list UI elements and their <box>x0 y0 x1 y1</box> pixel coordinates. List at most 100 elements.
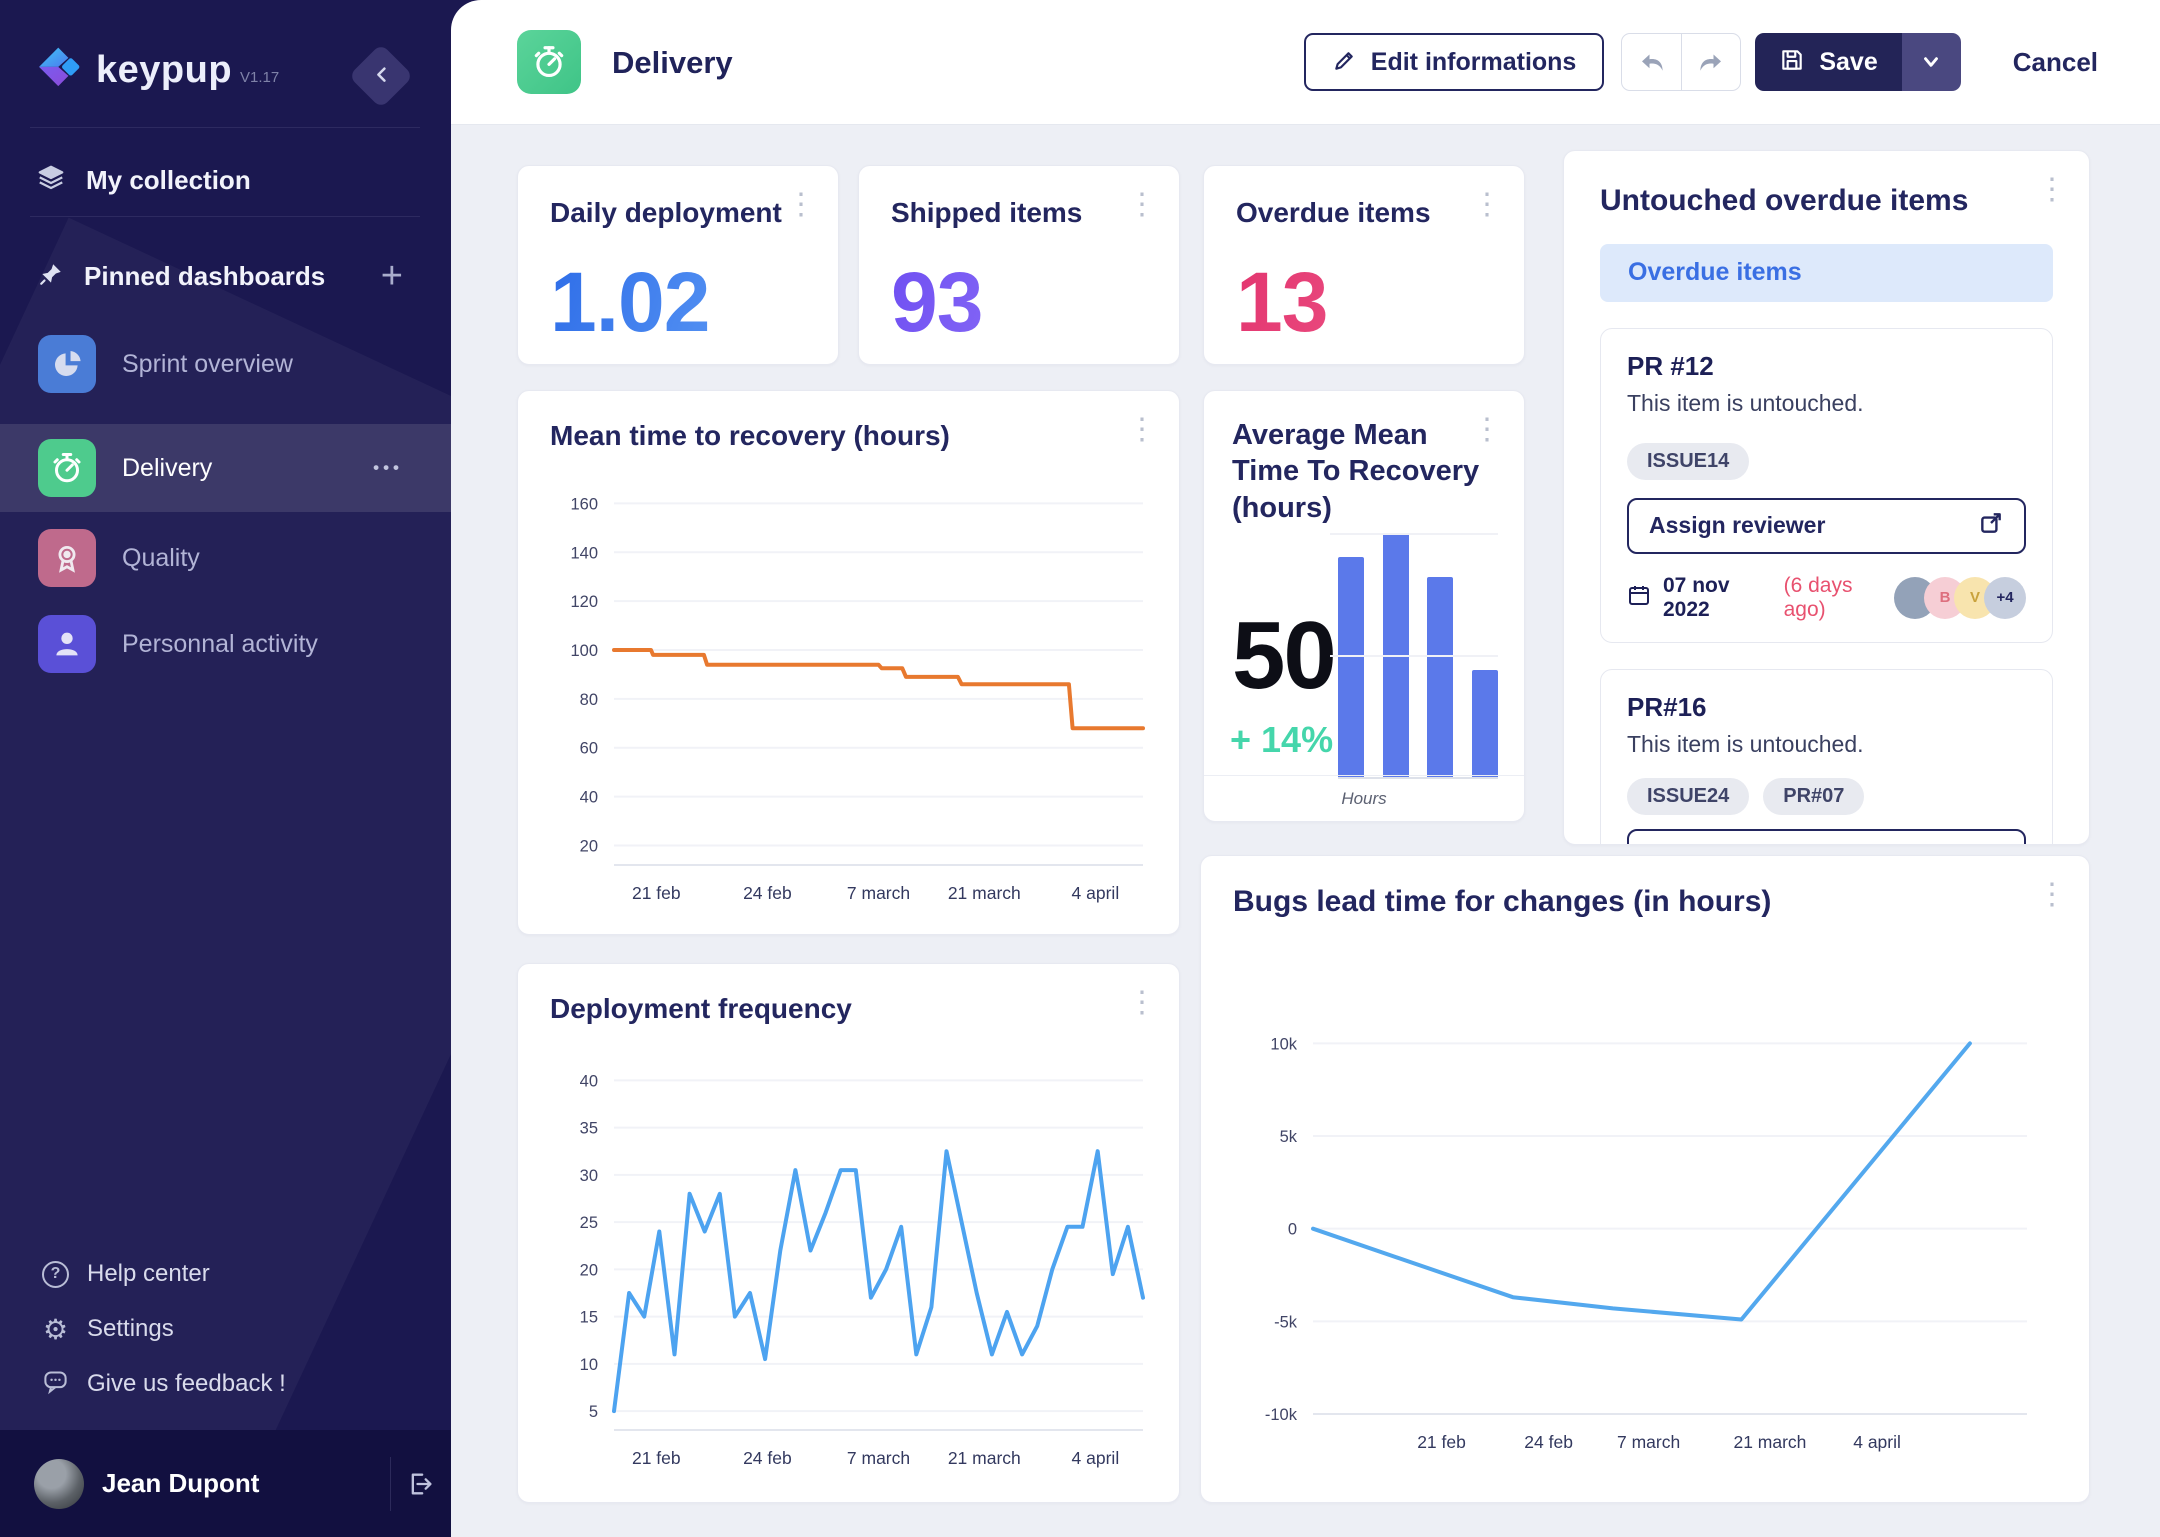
sidebar-item-label: Delivery <box>122 453 213 482</box>
sidebar-item-delivery[interactable]: Delivery ••• <box>0 424 451 512</box>
sidebar-item-quality[interactable]: Quality <box>0 514 451 602</box>
svg-text:4 april: 4 april <box>1072 883 1120 903</box>
due-date: 07 nov 2022 <box>1663 573 1730 621</box>
svg-text:5: 5 <box>589 1403 598 1421</box>
kpi-value: 1.02 <box>550 254 806 351</box>
tag-chip[interactable]: PR#07 <box>1763 777 1865 815</box>
user-name: Jean Dupont <box>102 1468 260 1498</box>
kpi-title: Overdue items <box>1236 197 1431 228</box>
pin-icon <box>38 261 64 292</box>
mean-time-to-recovery-chart: 160 140 120 100 80 60 40 20 21 feb 24 feb 7 march 2… <box>570 495 1145 903</box>
tag-chip[interactable]: ISSUE14 <box>1627 442 1750 480</box>
help-center-label: Help center <box>87 1260 210 1287</box>
svg-text:40: 40 <box>580 789 598 807</box>
kpi-card-daily-deployment: Daily deployment ⋮ 1.02 <box>517 165 839 365</box>
save-split-button: Save <box>1755 33 1961 91</box>
assign-reviewer-button[interactable]: Assign reviewer <box>1627 497 2026 554</box>
avatar-stack: B V +4 <box>1894 576 2026 619</box>
gear-icon: ⚙ <box>42 1313 69 1345</box>
sidebar-item-my-collection[interactable]: My collection <box>0 152 451 208</box>
pie-chart-icon <box>38 335 96 393</box>
save-icon <box>1779 47 1805 78</box>
logout-button[interactable] <box>391 1470 451 1498</box>
sidebar-collapse-button[interactable] <box>348 43 414 109</box>
pr-subtitle: This item is untouched. <box>1627 730 1864 757</box>
chart-title: Deployment frequency <box>550 993 852 1024</box>
pencil-icon <box>1332 47 1358 78</box>
svg-text:60: 60 <box>580 740 598 758</box>
sidebar-section-pinned-dashboards[interactable]: Pinned dashboards + <box>0 246 451 306</box>
svg-text:40: 40 <box>580 1072 598 1090</box>
svg-text:21 march: 21 march <box>948 883 1021 903</box>
feedback-link[interactable]: Give us feedback ! <box>42 1362 286 1406</box>
user-avatar[interactable] <box>34 1458 84 1509</box>
average-mttr-card: Average Mean Time To Recovery (hours) ⋮ … <box>1203 390 1525 822</box>
svg-text:20: 20 <box>580 1261 598 1279</box>
svg-text:30: 30 <box>580 1167 598 1185</box>
add-dashboard-button[interactable]: + <box>380 254 403 297</box>
sidebar-item-label: Sprint overview <box>122 349 293 378</box>
svg-text:7 march: 7 march <box>1617 1432 1680 1452</box>
kebab-menu-icon[interactable]: ⋮ <box>2037 173 2067 206</box>
divider <box>30 127 420 128</box>
svg-text:140: 140 <box>570 544 598 562</box>
svg-text:21 march: 21 march <box>1733 1432 1806 1452</box>
svg-text:120: 120 <box>570 593 598 611</box>
kebab-menu-icon[interactable]: ⋮ <box>1472 413 1502 446</box>
kebab-menu-icon[interactable]: ⋮ <box>1127 413 1157 446</box>
untouched-overdue-items-panel: Untouched overdue items ⋮ Overdue items … <box>1563 150 2090 845</box>
stopwatch-icon <box>38 439 96 497</box>
chat-bubble-icon <box>42 1368 69 1400</box>
avatar[interactable]: +4 <box>1984 576 2026 619</box>
item-menu-icon[interactable]: ••• <box>373 458 403 477</box>
svg-text:24 feb: 24 feb <box>743 1448 792 1468</box>
settings-link[interactable]: ⚙ Settings <box>42 1307 174 1351</box>
cancel-button[interactable]: Cancel <box>2012 46 2098 77</box>
redo-button[interactable] <box>1681 34 1740 90</box>
user-footer: Jean Dupont <box>0 1430 451 1537</box>
assign-reviewer-label: Assign reviewer <box>1649 843 1825 844</box>
feedback-label: Give us feedback ! <box>87 1370 286 1397</box>
svg-text:160: 160 <box>570 495 598 513</box>
help-center-link[interactable]: ? Help center <box>42 1252 210 1296</box>
calendar-icon <box>1627 583 1651 612</box>
svg-text:-5k: -5k <box>1274 1313 1298 1331</box>
svg-text:25: 25 <box>580 1214 598 1232</box>
svg-text:21 feb: 21 feb <box>632 1448 681 1468</box>
svg-text:21 feb: 21 feb <box>1417 1432 1466 1452</box>
sidebar: keypup V1.17 My collection Pinned dashbo… <box>0 0 451 1537</box>
svg-text:-10k: -10k <box>1265 1406 1298 1424</box>
kebab-menu-icon[interactable]: ⋮ <box>1127 188 1157 221</box>
main-area: Delivery Edit informations <box>451 0 2160 1537</box>
overdue-item-card: PR #12 This item is untouched. ISSUE14 A… <box>1600 327 2053 643</box>
svg-text:7 march: 7 march <box>847 883 910 903</box>
sidebar-item-label: Quality <box>122 543 200 572</box>
svg-text:100: 100 <box>570 642 598 660</box>
kebab-menu-icon[interactable]: ⋮ <box>786 188 816 221</box>
mean-time-to-recovery-card: Mean time to recovery (hours) ⋮ 160 140 12… <box>517 390 1180 935</box>
sidebar-item-label: Personnal activity <box>122 629 318 658</box>
divider <box>390 1456 391 1511</box>
assign-reviewer-button[interactable]: Assign reviewer <box>1627 828 2026 844</box>
sidebar-item-personnal-activity[interactable]: Personnal activity <box>0 600 451 688</box>
edit-informations-button[interactable]: Edit informations <box>1303 33 1605 91</box>
edit-informations-label: Edit informations <box>1370 47 1577 76</box>
chart-title: Mean time to recovery (hours) <box>550 420 950 451</box>
save-dropdown-button[interactable] <box>1901 33 1961 91</box>
save-button[interactable]: Save <box>1755 33 1902 91</box>
unit-label: Hours <box>1204 775 1524 821</box>
svg-text:21 march: 21 march <box>948 1448 1021 1468</box>
kpi-title: Shipped items <box>891 197 1083 228</box>
kebab-menu-icon[interactable]: ⋮ <box>1472 188 1502 221</box>
kebab-menu-icon[interactable]: ⋮ <box>2037 878 2067 911</box>
chevron-left-icon <box>365 60 397 92</box>
tag-chip[interactable]: ISSUE24 <box>1627 777 1750 815</box>
tab-overdue-items[interactable]: Overdue items <box>1600 243 2053 302</box>
pr-subtitle: This item is untouched. <box>1627 389 1864 416</box>
undo-button[interactable] <box>1622 34 1681 90</box>
sidebar-item-sprint-overview[interactable]: Sprint overview <box>0 320 451 408</box>
kebab-menu-icon[interactable]: ⋮ <box>1127 986 1157 1019</box>
svg-text:24 feb: 24 feb <box>1524 1432 1573 1452</box>
save-label: Save <box>1819 47 1878 76</box>
svg-text:35: 35 <box>580 1120 598 1138</box>
